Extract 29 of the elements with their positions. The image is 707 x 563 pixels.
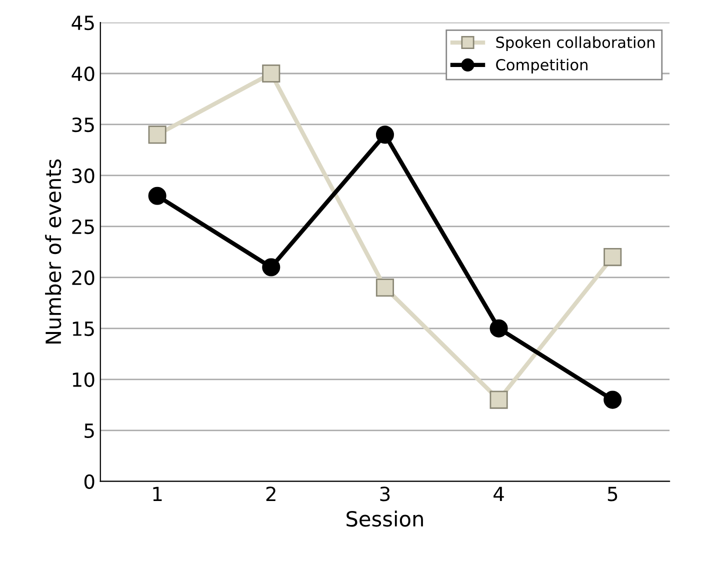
x-tick-label: 2 <box>266 486 276 501</box>
point <box>604 248 622 266</box>
x-tick-label: 4 <box>494 486 504 501</box>
legend-label: Spoken collaboration <box>496 36 654 52</box>
point <box>490 390 508 409</box>
y-tick-label: 0 <box>84 474 94 490</box>
y-tick-label: 45 <box>72 16 94 30</box>
point <box>376 278 394 297</box>
point <box>604 390 622 409</box>
y-tick-label: 30 <box>72 168 94 184</box>
x-tick-label: 3 <box>380 486 390 502</box>
y-tick-label: 25 <box>72 219 94 234</box>
y-tick-label: 15 <box>72 322 94 336</box>
x-tick-label: 5 <box>608 486 618 502</box>
y-axis-title: Number of events <box>45 159 62 344</box>
point <box>262 64 280 83</box>
y-tick-label: 40 <box>72 66 94 82</box>
point <box>376 126 394 144</box>
point <box>148 186 166 205</box>
x-tick-label: 1 <box>153 486 162 501</box>
y-tick-label: 20 <box>72 270 94 286</box>
y-tick-label: 10 <box>72 372 94 388</box>
y-tick-label: 35 <box>72 117 94 132</box>
point <box>148 126 166 144</box>
x-axis-title: Session <box>346 510 423 527</box>
legend-label: Competition <box>496 58 588 74</box>
point <box>262 258 280 276</box>
y-tick-label: 5 <box>84 424 94 438</box>
point <box>490 319 508 338</box>
